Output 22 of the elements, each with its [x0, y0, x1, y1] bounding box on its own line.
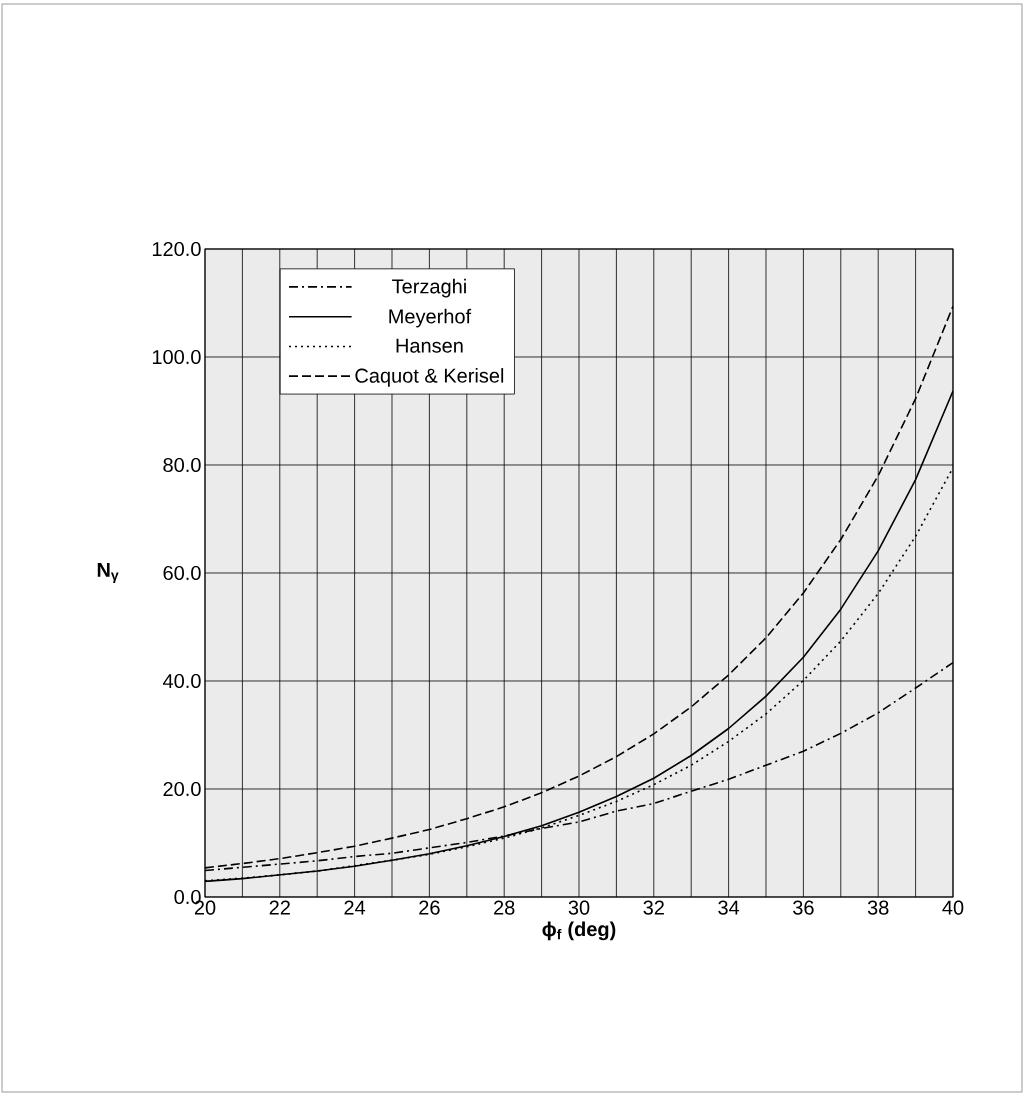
y-tick-label: 120.0 — [152, 241, 201, 257]
x-tick-label: 22 — [269, 900, 290, 915]
y-tick-label: 100.0 — [152, 349, 201, 365]
y-tick-label: 60.0 — [163, 565, 201, 581]
x-tick-label: 30 — [568, 900, 590, 915]
x-tick-label: 38 — [867, 900, 889, 915]
x-tick-label: 34 — [718, 900, 740, 915]
y-axis-title: N$_{γ}$ — [97, 563, 119, 583]
legend-label: Hansen — [396, 338, 463, 353]
x-tick-label: 32 — [643, 900, 664, 915]
x-tick-label: 36 — [793, 900, 814, 915]
legend-label: Terzaghi — [392, 278, 466, 298]
y-tick-label: 40.0 — [162, 673, 201, 689]
x-tick-label: 40 — [942, 900, 964, 915]
x-tick-label: 28 — [494, 900, 515, 915]
x-tick-label: 26 — [419, 900, 440, 915]
legend-label: Caquot & Kerisel — [355, 368, 504, 387]
y-tick-label: 80.0 — [163, 457, 201, 473]
x-tick-label: 24 — [344, 900, 366, 915]
legend-label: Meyerhof — [389, 308, 472, 328]
x-axis-title: ϕ$_{f}$ (deg) — [542, 921, 616, 941]
y-tick-label: 20.0 — [163, 781, 201, 797]
